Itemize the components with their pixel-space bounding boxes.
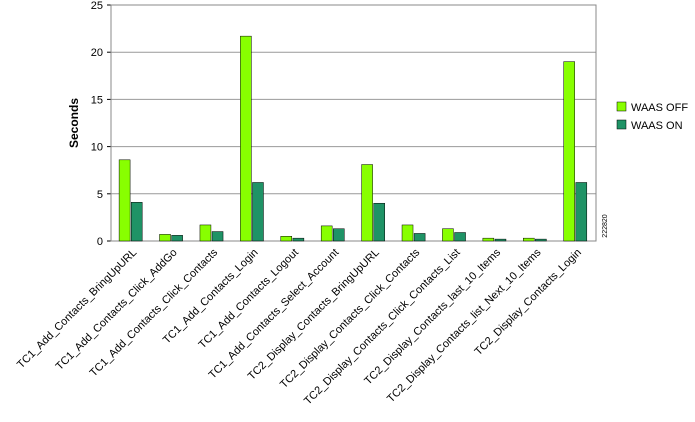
bar: [333, 228, 345, 242]
y-tick-label: 10: [91, 142, 103, 154]
y-tick-label: 20: [91, 47, 103, 59]
bar: [159, 234, 171, 242]
bar: [280, 236, 293, 242]
bar: [575, 182, 588, 242]
y-tick-label: 0: [97, 236, 103, 248]
bar: [442, 228, 454, 242]
y-tick-label: 25: [91, 0, 103, 12]
bar: [494, 238, 507, 242]
y-tick-label: 15: [91, 94, 103, 106]
plot-border: [110, 4, 597, 242]
x-tick-label: TC2_Display_Contacts_Click_Contacts_List: [302, 247, 463, 408]
y-axis-label: Seconds: [67, 98, 81, 148]
bar: [240, 35, 252, 242]
bar: [361, 164, 373, 242]
bar: [563, 61, 575, 242]
bar: [118, 159, 131, 242]
bar: [535, 238, 547, 242]
x-tick-label: TC2_Display_Contacts_Click_Contacts: [278, 246, 423, 391]
y-tick-label: 5: [97, 189, 103, 201]
legend-label: WAAS ON: [631, 120, 683, 132]
legend-swatch: [616, 119, 627, 130]
bar: [401, 224, 414, 242]
bar: [373, 202, 385, 242]
bar: [523, 237, 535, 242]
x-tick-label: TC2_Display_Contacts_list_Next_10_Items: [385, 246, 544, 405]
bar: [320, 225, 333, 242]
figure-id: 222820: [602, 214, 609, 237]
bar: [211, 231, 224, 242]
legend-label: WAAS OFF: [631, 102, 688, 114]
bar: [454, 232, 466, 242]
legend-swatch: [616, 101, 627, 112]
bar: [482, 237, 495, 242]
bar: [292, 237, 305, 242]
bar: [413, 233, 426, 242]
bar: [171, 235, 183, 242]
bar: [252, 182, 264, 242]
bar: [199, 224, 212, 242]
bar: [130, 202, 143, 242]
